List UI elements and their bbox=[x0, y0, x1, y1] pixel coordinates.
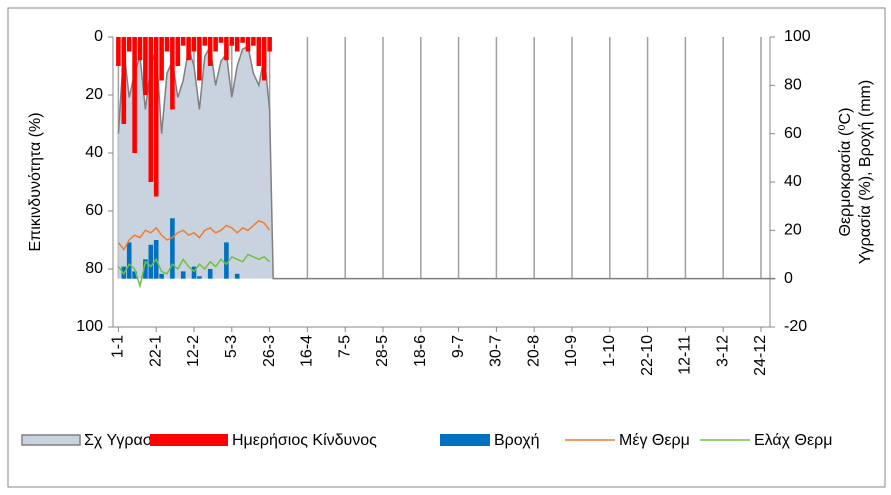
legend-label: Ημερήσιος Κίνδυνος bbox=[232, 432, 377, 449]
bar bbox=[245, 37, 251, 52]
y-tick-label: 80 bbox=[85, 260, 103, 277]
bar bbox=[159, 37, 164, 81]
bar bbox=[197, 37, 202, 81]
legend-label: Ελάχ Θερμ bbox=[754, 432, 832, 449]
x-tick-label: 28-5 bbox=[374, 335, 391, 367]
x-tick-label: 22-1 bbox=[147, 335, 164, 367]
bar bbox=[132, 37, 137, 153]
x-tick-label: 1-1 bbox=[110, 335, 127, 358]
bar bbox=[234, 273, 240, 279]
y-tick-label: 40 bbox=[85, 144, 103, 161]
bar bbox=[213, 37, 218, 52]
bar bbox=[137, 37, 143, 61]
bar bbox=[261, 37, 267, 81]
bar bbox=[267, 37, 272, 52]
line bbox=[117, 253, 271, 289]
bar bbox=[153, 37, 159, 197]
x-tick-label: 30-7 bbox=[488, 335, 505, 367]
y2-tick-label: 0 bbox=[784, 270, 793, 287]
bar bbox=[126, 37, 132, 52]
y-tick-label: 20 bbox=[85, 86, 103, 103]
y-tick-label: 100 bbox=[76, 318, 103, 335]
x-tick-label: 16-4 bbox=[299, 335, 316, 367]
x-tick-label: 26-3 bbox=[261, 335, 278, 367]
legend-label: Βροχή bbox=[494, 432, 540, 449]
x-tick-label: 24-12 bbox=[752, 335, 769, 376]
x-tick-label: 12-11 bbox=[677, 335, 694, 375]
x-tick-label: 18-6 bbox=[412, 335, 429, 367]
bar bbox=[132, 271, 137, 279]
bar bbox=[224, 37, 229, 61]
bar bbox=[224, 242, 229, 279]
bar bbox=[191, 266, 197, 279]
bar bbox=[186, 37, 191, 61]
bar bbox=[202, 37, 208, 46]
y2-tick-label: 60 bbox=[784, 125, 802, 142]
bar bbox=[180, 37, 186, 46]
y2-tick-label: 100 bbox=[784, 28, 811, 45]
bar bbox=[240, 37, 245, 43]
bar bbox=[126, 242, 132, 279]
y-tick-label: 0 bbox=[94, 28, 103, 45]
y2-tick-label: -20 bbox=[784, 318, 807, 335]
area bbox=[118, 46, 776, 279]
bar bbox=[218, 37, 224, 43]
bar bbox=[164, 37, 170, 52]
y2-axis-label: Θερμοκρασία (⁰C) bbox=[837, 108, 854, 237]
bar bbox=[116, 37, 121, 66]
y-tick-label: 60 bbox=[85, 202, 103, 219]
bar bbox=[256, 37, 262, 66]
legend-swatch bbox=[440, 434, 490, 446]
bar bbox=[170, 218, 175, 279]
y2-tick-label: 20 bbox=[784, 222, 802, 239]
line bbox=[117, 219, 271, 252]
bar bbox=[207, 37, 213, 66]
x-tick-label: 9-7 bbox=[450, 335, 467, 358]
x-tick-label: 5-3 bbox=[223, 335, 240, 358]
x-tick-label: 20-8 bbox=[525, 335, 542, 367]
y2-axis-label: Υγρασία (%), Βροχή (mm) bbox=[857, 80, 874, 264]
y2-tick-label: 80 bbox=[784, 77, 802, 94]
legend-label: Μέγ Θερμ bbox=[619, 432, 690, 449]
bar bbox=[170, 37, 175, 110]
bar bbox=[180, 271, 186, 279]
x-tick-label: 1-10 bbox=[601, 335, 618, 367]
x-tick-label: 3-12 bbox=[714, 335, 731, 367]
legend-label: Σχ Υγρασ bbox=[84, 432, 153, 449]
bar bbox=[251, 37, 256, 46]
x-tick-label: 12-2 bbox=[185, 335, 202, 367]
bar bbox=[159, 273, 164, 279]
bar bbox=[143, 37, 148, 95]
x-tick-label: 7-5 bbox=[336, 335, 353, 358]
x-tick-label: 10-9 bbox=[563, 335, 580, 367]
bar bbox=[143, 259, 148, 279]
y2-tick-label: 40 bbox=[784, 173, 802, 190]
y-axis-label: Επικινδυνότητα (%) bbox=[27, 112, 44, 251]
area-line bbox=[117, 44, 776, 280]
bar bbox=[234, 37, 240, 52]
bar bbox=[197, 276, 202, 279]
bar bbox=[229, 37, 235, 46]
bar bbox=[148, 37, 154, 182]
bar bbox=[175, 37, 181, 66]
bar bbox=[148, 244, 154, 279]
legend-swatch bbox=[150, 434, 228, 446]
legend-swatch bbox=[21, 434, 81, 446]
x-tick-label: 22-10 bbox=[639, 335, 656, 376]
bar bbox=[121, 37, 127, 124]
bar bbox=[191, 37, 197, 52]
bar bbox=[207, 269, 213, 279]
